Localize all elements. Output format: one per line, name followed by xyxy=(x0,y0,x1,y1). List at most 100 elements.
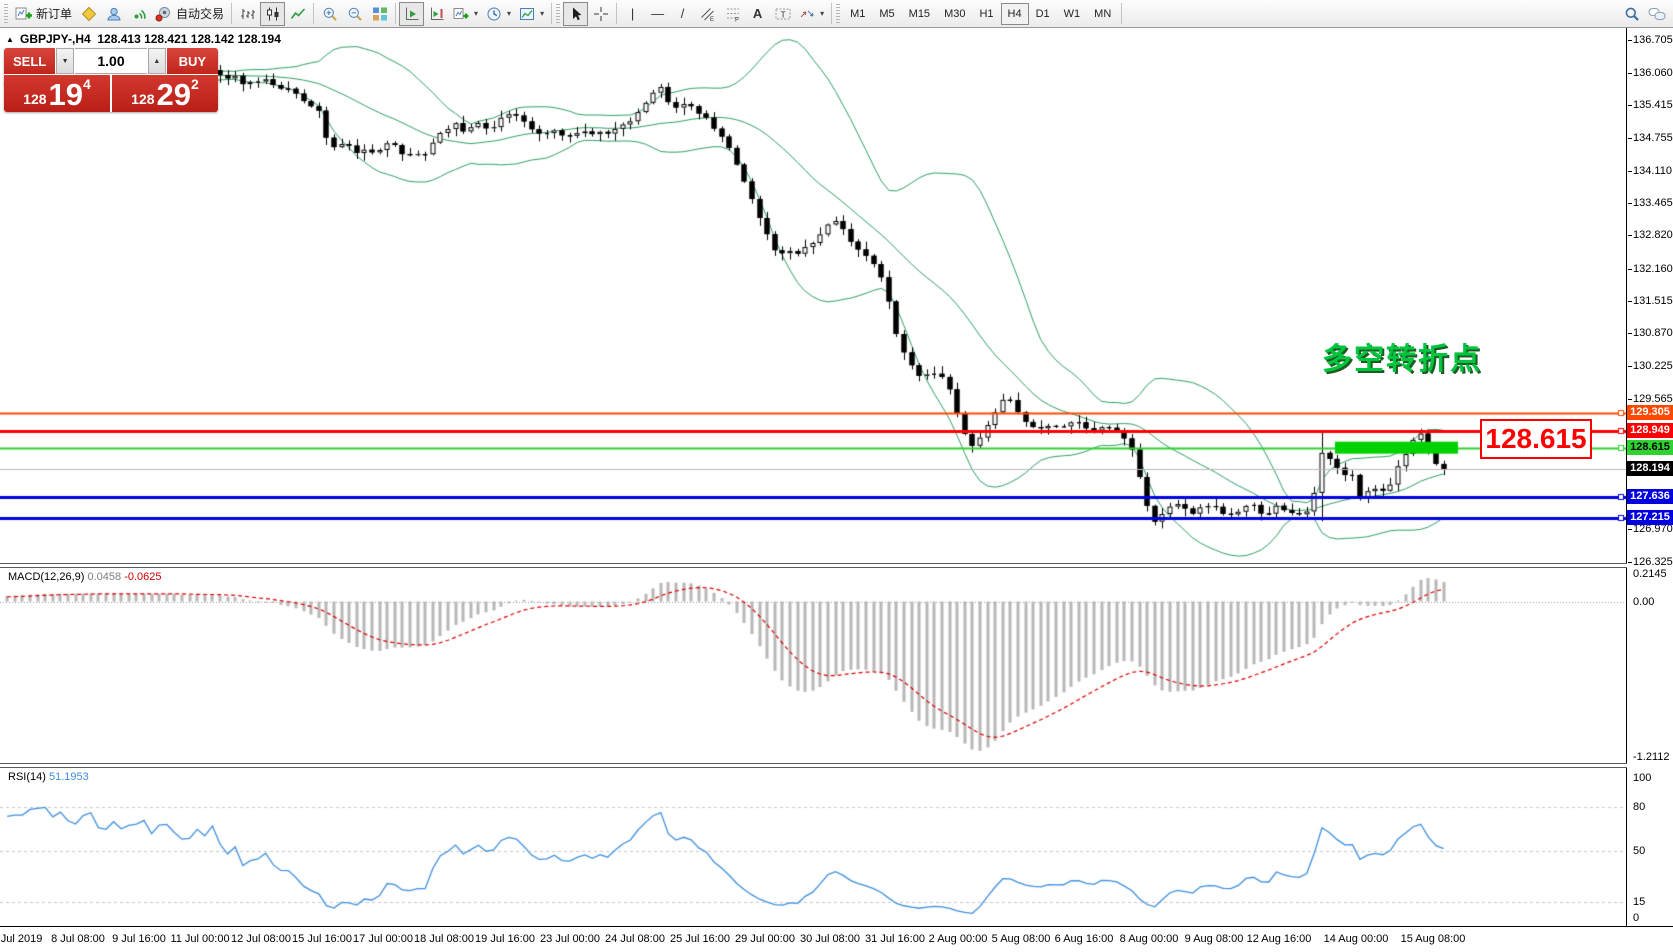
new-chart-button[interactable]: ▾ xyxy=(449,2,482,26)
sell-price-point: 4 xyxy=(83,76,91,92)
new-order-button[interactable]: 新订单 xyxy=(11,2,76,26)
price-tick-label: 126.970 xyxy=(1628,523,1673,536)
time-tick-label: 8 Aug 00:00 xyxy=(1119,933,1179,945)
templates-button[interactable]: ▾ xyxy=(515,2,548,26)
zoom-in-button[interactable] xyxy=(317,2,342,26)
rsi-scale-label: 100 xyxy=(1633,772,1652,784)
trendline-tool-button[interactable]: / xyxy=(670,2,695,26)
price-tick-label: 132.820 xyxy=(1628,229,1673,242)
macd-pane-canvas[interactable] xyxy=(0,568,1627,763)
fibonacci-tool-button[interactable]: F xyxy=(720,2,745,26)
auto-scroll-button[interactable] xyxy=(399,1,425,26)
signals-button[interactable] xyxy=(126,2,151,26)
line-chart-mode-button[interactable] xyxy=(285,2,310,26)
rsi-pane-canvas[interactable] xyxy=(0,768,1627,925)
autotrading-button[interactable]: 自动交易 xyxy=(151,2,228,26)
time-axis[interactable]: 5 Jul 2019 8 Jul 08:00 9 Jul 16:00 11 Jul 0… xyxy=(0,927,1673,952)
timeframe-m1-button[interactable]: M1 xyxy=(843,3,872,25)
candlestick-mode-button[interactable] xyxy=(260,1,286,26)
zoom-out-button[interactable] xyxy=(342,2,367,26)
toolbar-separator xyxy=(231,3,233,24)
metaeditor-button[interactable] xyxy=(76,2,101,26)
trade-panel-controls: SELL ▼ ▲ BUY xyxy=(4,48,218,74)
timeframe-m15-button[interactable]: M15 xyxy=(902,3,937,25)
candlestick-icon xyxy=(266,7,279,20)
tile-windows-icon xyxy=(372,7,387,20)
tile-windows-button[interactable] xyxy=(367,2,392,26)
svg-text:E: E xyxy=(710,17,714,22)
price-tick-label: 135.415 xyxy=(1628,98,1673,111)
search-button[interactable] xyxy=(1619,2,1644,26)
text-tool-button[interactable]: A xyxy=(745,2,770,26)
new-order-icon xyxy=(15,7,32,19)
pane-divider[interactable] xyxy=(0,563,1673,568)
rsi-value: 51.1953 xyxy=(48,771,89,783)
macd-scale-label: 0.2145 xyxy=(1633,568,1667,580)
time-tick-label: 8 Jul 08:00 xyxy=(51,933,105,945)
macd-name: MACD(12,26,9) xyxy=(8,571,85,583)
time-tick-label: 24 Jul 08:00 xyxy=(605,933,665,945)
toolbar-drag-handle[interactable] xyxy=(836,3,841,24)
price-callout-label[interactable]: 128.615 xyxy=(1480,419,1592,459)
cursor-icon xyxy=(572,7,581,20)
metaeditor-icon xyxy=(81,6,96,21)
chevron-down-icon: ▾ xyxy=(507,9,512,18)
price-tick-label: 134.110 xyxy=(1628,164,1672,177)
macd-scale-label: -1.2112 xyxy=(1633,751,1670,763)
current-price-label: 128.194 xyxy=(1627,460,1673,476)
chart-shift-button[interactable] xyxy=(424,2,449,26)
vertical-line-tool-button[interactable]: | xyxy=(620,2,645,26)
volume-input[interactable] xyxy=(75,48,147,74)
time-axis-border xyxy=(0,926,1673,927)
timeframe-m30-button[interactable]: M30 xyxy=(937,3,972,25)
chart-collapse-icon[interactable]: ▲ xyxy=(6,35,14,44)
timeframe-h1-button[interactable]: H1 xyxy=(972,3,1000,25)
community-button[interactable] xyxy=(101,2,126,26)
chart-text-annotation[interactable]: 多空转折点 xyxy=(1322,343,1482,376)
toolbar-drag-handle[interactable] xyxy=(556,3,561,24)
periods-button[interactable]: ▾ xyxy=(482,2,515,26)
price-chart-canvas[interactable] xyxy=(0,28,1627,563)
timeframe-mn-button[interactable]: MN xyxy=(1087,3,1118,25)
arrows-tool-button[interactable]: ▾ xyxy=(795,2,828,26)
macd-scale-label: 0.00 xyxy=(1633,595,1655,608)
rsi-scale-label: 50 xyxy=(1633,845,1646,857)
bar-chart-icon xyxy=(240,8,255,19)
time-tick-label: 12 Jul 08:00 xyxy=(231,933,291,945)
chat-button[interactable] xyxy=(1644,2,1670,26)
signals-icon xyxy=(134,9,146,19)
volume-down-button[interactable]: ▼ xyxy=(56,48,74,74)
toolbar-drag-handle[interactable] xyxy=(4,3,8,24)
price-tick-label: 130.225 xyxy=(1628,359,1673,372)
time-tick-label: 9 Aug 08:00 xyxy=(1184,933,1244,945)
bar-chart-mode-button[interactable] xyxy=(235,2,260,26)
rsi-scale-label: 15 xyxy=(1633,896,1646,909)
buy-button[interactable]: BUY xyxy=(166,48,218,74)
buy-price-button[interactable]: 128 29 2 xyxy=(112,75,218,112)
text-label-icon: T xyxy=(775,8,791,19)
text-label-tool-button[interactable]: T xyxy=(770,2,795,26)
price-tick-label: 134.755 xyxy=(1628,132,1673,145)
text-icon: A xyxy=(752,6,763,21)
new-chart-icon xyxy=(453,7,469,19)
volume-up-button[interactable]: ▲ xyxy=(148,48,166,74)
time-tick-label: 12 Aug 16:00 xyxy=(1246,933,1312,945)
price-tick-label: 126.325 xyxy=(1628,555,1673,568)
time-tick-label: 29 Jul 00:00 xyxy=(735,933,795,945)
zoom-in-icon xyxy=(323,7,337,21)
sell-price-button[interactable]: 128 19 4 xyxy=(4,75,110,112)
channel-tool-button[interactable]: E xyxy=(695,2,720,26)
sell-button[interactable]: SELL xyxy=(4,48,56,74)
crosshair-tool-button[interactable] xyxy=(588,2,613,26)
timeframe-d1-button[interactable]: D1 xyxy=(1029,3,1057,25)
timeframe-w1-button[interactable]: W1 xyxy=(1057,3,1088,25)
new-order-label: 新订单 xyxy=(36,7,73,21)
time-tick-label: 18 Jul 08:00 xyxy=(414,933,474,945)
pane-divider[interactable] xyxy=(0,763,1673,768)
timeframe-h4-button[interactable]: H4 xyxy=(1000,2,1029,25)
cursor-tool-button[interactable] xyxy=(563,1,589,26)
price-tick-label: 131.515 xyxy=(1628,294,1673,307)
timeframe-m5-button[interactable]: M5 xyxy=(872,3,901,25)
horizontal-line-tool-button[interactable]: — xyxy=(645,2,670,26)
price-axis[interactable]: 136.705 136.060 135.415 134.755 134.110 133.4… xyxy=(1627,28,1673,926)
